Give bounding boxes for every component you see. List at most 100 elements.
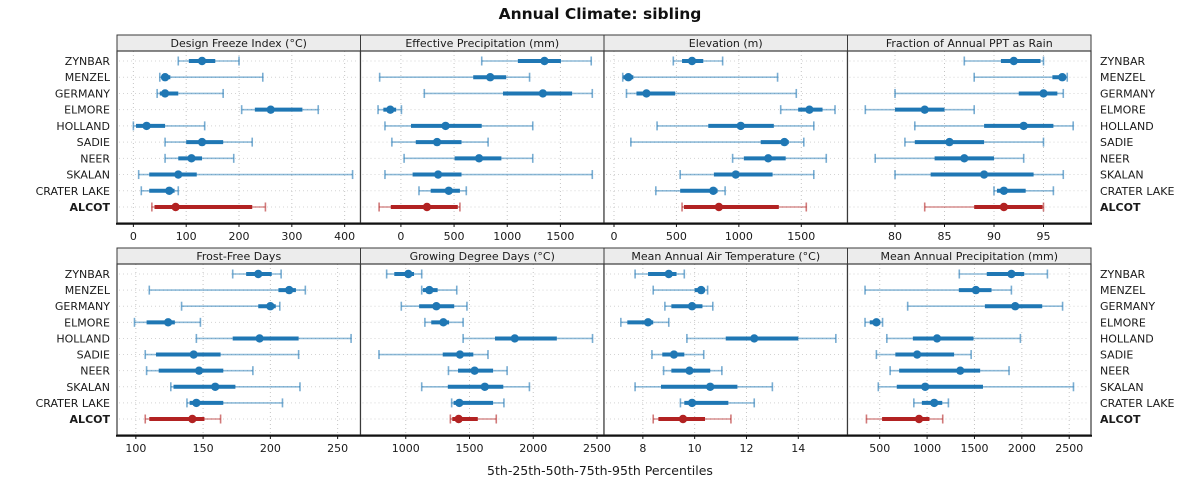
median-dot	[474, 154, 484, 163]
median-dot	[932, 334, 942, 343]
median-dot	[266, 105, 275, 114]
median-dot	[187, 154, 196, 163]
axis-tick-label: 1500	[456, 442, 484, 455]
median-dot	[386, 105, 395, 114]
axis-tick-label: 2500	[583, 442, 611, 455]
axis-tick-label: 14	[791, 442, 805, 455]
site-label-left: NEER	[80, 365, 110, 378]
median-dot	[687, 302, 697, 311]
site-label-right: MENZEL	[1100, 71, 1146, 84]
site-label-left: CRATER LAKE	[36, 397, 110, 410]
median-dot	[432, 137, 442, 147]
median-dot	[696, 285, 706, 295]
axis-tick-label: 2000	[519, 442, 547, 455]
panel-title: Design Freeze Index (°C)	[171, 37, 307, 50]
axis-tick-label: 1500	[546, 230, 574, 243]
site-label-left: HOLLAND	[56, 332, 110, 345]
median-dot	[731, 170, 740, 179]
median-dot	[706, 382, 715, 391]
axis-tick-label: 200	[229, 230, 250, 243]
median-dot	[956, 366, 965, 375]
axis-tick-label: 1500	[787, 230, 815, 243]
median-dot	[1007, 269, 1016, 279]
median-dot	[912, 350, 922, 359]
site-label-right: ZYNBAR	[1100, 268, 1146, 281]
median-dot	[197, 137, 207, 147]
median-dot	[678, 414, 688, 424]
median-dot	[455, 398, 464, 408]
median-dot	[764, 154, 773, 163]
median-dot	[425, 285, 434, 295]
median-dot	[433, 170, 443, 179]
median-dot	[171, 202, 180, 212]
median-dot	[685, 366, 694, 375]
median-dot	[211, 382, 220, 391]
site-label-right: ALCOT	[1100, 413, 1141, 426]
axis-tick-label: 80	[888, 230, 902, 243]
site-label-left: ELMORE	[64, 104, 110, 117]
median-dot	[669, 350, 679, 359]
panel-plot-area	[117, 264, 361, 435]
median-dot	[736, 121, 745, 131]
median-dot	[255, 334, 264, 343]
site-label-left: ZYNBAR	[65, 268, 111, 281]
median-dot	[971, 285, 981, 295]
axis-tick-label: 0	[130, 230, 137, 243]
median-dot	[929, 398, 939, 408]
site-label-right: ELMORE	[1100, 104, 1146, 117]
axis-tick-label: 0	[397, 230, 404, 243]
median-dot	[441, 121, 450, 131]
site-label-right: ALCOT	[1100, 201, 1141, 214]
site-label-right: HOLLAND	[1100, 120, 1154, 133]
median-dot	[422, 202, 432, 212]
median-dot	[165, 186, 174, 195]
axis-tick-label: 90	[987, 230, 1001, 243]
site-label-left: NEER	[80, 152, 110, 165]
site-label-left: ALCOT	[70, 201, 111, 214]
x-axis-caption: 5th-25th-50th-75th-95th Percentiles	[487, 463, 713, 478]
median-dot	[254, 269, 263, 279]
site-label-right: SKALAN	[1100, 381, 1144, 394]
median-dot	[920, 105, 929, 114]
median-dot	[160, 89, 170, 98]
median-dot	[687, 56, 697, 66]
median-dot	[664, 269, 673, 279]
median-dot	[160, 73, 170, 82]
axis-tick-label: 300	[281, 230, 302, 243]
axis-tick-label: 2000	[1008, 442, 1036, 455]
site-label-right: ZYNBAR	[1100, 55, 1146, 68]
median-dot	[999, 202, 1009, 212]
axis-tick-label: 1000	[493, 230, 521, 243]
axis-tick-label: 400	[334, 230, 355, 243]
median-dot	[872, 318, 881, 327]
median-dot	[999, 186, 1009, 195]
median-dot	[538, 89, 548, 98]
site-label-left: MENZEL	[65, 284, 111, 297]
median-dot	[189, 350, 198, 359]
axis-tick-label: 8	[639, 442, 646, 455]
panel-title: Growing Degree Days (°C)	[410, 250, 555, 263]
axis-tick-label: 500	[869, 442, 890, 455]
median-dot	[979, 170, 989, 179]
panel-title: Mean Annual Precipitation (mm)	[881, 250, 1058, 263]
median-dot	[455, 350, 465, 359]
median-dot	[1009, 56, 1018, 66]
site-label-left: SADIE	[77, 136, 110, 149]
site-label-right: SADIE	[1100, 136, 1133, 149]
site-label-right: ELMORE	[1100, 316, 1146, 329]
site-label-right: CRATER LAKE	[1100, 397, 1174, 410]
median-dot	[1039, 89, 1048, 98]
median-dot	[709, 186, 718, 195]
site-label-left: ELMORE	[64, 316, 110, 329]
median-dot	[540, 56, 549, 66]
site-label-left: MENZEL	[65, 71, 111, 84]
median-dot	[750, 334, 759, 343]
site-label-left: CRATER LAKE	[36, 185, 110, 198]
axis-tick-label: 500	[666, 230, 687, 243]
site-label-right: SKALAN	[1100, 169, 1144, 182]
site-label-left: ZYNBAR	[65, 55, 111, 68]
median-dot	[960, 154, 969, 163]
site-label-right: NEER	[1100, 365, 1130, 378]
median-dot	[266, 302, 275, 311]
